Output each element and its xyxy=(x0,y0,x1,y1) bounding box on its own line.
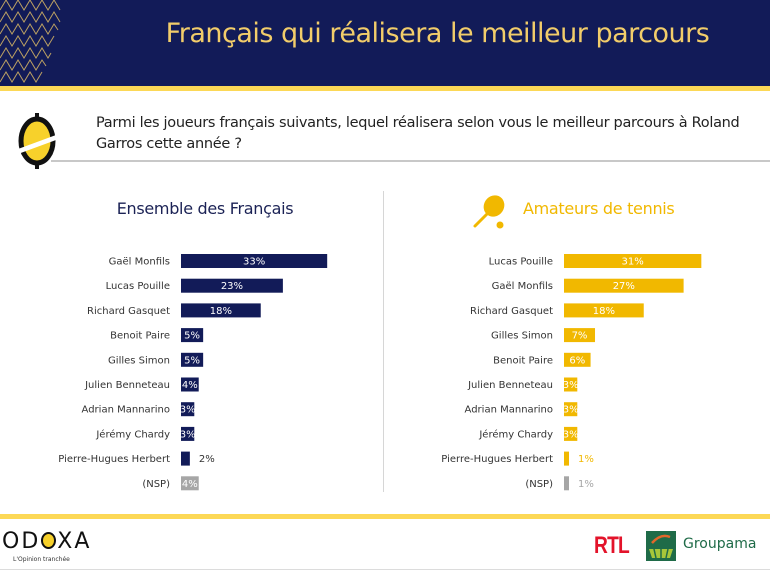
category-label: Benoit Paire xyxy=(493,355,553,366)
category-label: Adrian Mannarino xyxy=(82,405,170,416)
data-label: 5% xyxy=(184,355,200,366)
category-label: Lucas Pouille xyxy=(489,257,553,268)
data-label: 3% xyxy=(563,405,579,416)
question-text: Parmi les joueurs français suivants, leq… xyxy=(96,115,740,152)
data-label: 18% xyxy=(593,306,615,317)
bar xyxy=(181,377,199,392)
bar xyxy=(181,328,204,343)
data-label: 3% xyxy=(563,380,579,391)
panel-title-all-french: Ensemble des Français xyxy=(116,199,294,218)
bar xyxy=(181,476,199,491)
category-label: Pierre-Hugues Herbert xyxy=(441,454,553,465)
category-label: Pierre-Hugues Herbert xyxy=(58,454,170,465)
category-label: Adrian Mannarino xyxy=(465,405,553,416)
data-label: 4% xyxy=(182,380,198,391)
category-label: Gaël Monfils xyxy=(109,257,170,268)
category-label: Lucas Pouille xyxy=(106,281,170,292)
bar xyxy=(181,303,261,318)
bar xyxy=(564,303,644,318)
data-label: 7% xyxy=(572,331,588,342)
data-label: 27% xyxy=(613,281,635,292)
rtl-logo: RTL xyxy=(594,532,630,559)
data-label: 2% xyxy=(199,454,215,465)
odoxa-coin-icon xyxy=(41,532,57,549)
chart-panel-1: Lucas Pouille 31% Gaël Monfils 27% Richard G… xyxy=(441,254,702,491)
bar xyxy=(181,402,195,417)
header-banner: Français qui réalisera le meilleur parco… xyxy=(0,0,770,86)
data-label: 1% xyxy=(578,454,594,465)
footer-stripe xyxy=(0,514,770,519)
chart-panel-0: Gaël Monfils 33% Lucas Pouille 23% Richard G… xyxy=(58,254,328,491)
category-label: Gaël Monfils xyxy=(492,281,553,292)
odoxa-tagline: L'Opinion tranchée xyxy=(13,556,70,563)
category-label: (NSP) xyxy=(142,479,170,490)
bar xyxy=(181,426,195,441)
panel-title-tennis-fans: Amateurs de tennis xyxy=(523,199,675,218)
category-label: Julien Benneteau xyxy=(467,380,553,391)
groupama-name: Groupama xyxy=(683,536,757,552)
bar xyxy=(564,451,569,466)
category-label: (NSP) xyxy=(525,479,553,490)
category-label: Richard Gasquet xyxy=(87,306,170,317)
footer-divider xyxy=(0,569,770,570)
data-label: 6% xyxy=(569,355,585,366)
bar xyxy=(181,278,283,293)
data-label: 33% xyxy=(243,257,265,268)
data-label: 1% xyxy=(578,479,594,490)
bar xyxy=(564,278,684,293)
question-divider xyxy=(51,160,770,162)
category-label: Jérémy Chardy xyxy=(95,428,170,440)
bar xyxy=(181,451,190,466)
data-label: 4% xyxy=(182,479,198,490)
category-label: Julien Benneteau xyxy=(84,380,170,391)
data-label: 3% xyxy=(180,405,196,416)
bar xyxy=(564,426,578,441)
category-label: Benoit Paire xyxy=(110,331,170,342)
data-label: 31% xyxy=(622,257,644,268)
bar xyxy=(564,402,578,417)
bar xyxy=(564,352,591,367)
bar xyxy=(564,254,702,268)
panel-divider xyxy=(383,191,384,492)
data-label: 3% xyxy=(563,429,579,440)
tennis-racket-icon xyxy=(473,195,505,229)
data-label: 5% xyxy=(184,331,200,342)
chevron-pattern-icon xyxy=(0,0,61,83)
odoxa-coin-icon xyxy=(18,113,56,169)
bar xyxy=(564,377,578,392)
bar xyxy=(181,352,204,367)
bar xyxy=(564,328,596,343)
bar xyxy=(181,254,328,268)
data-label: 3% xyxy=(180,429,196,440)
header-stripe xyxy=(0,86,770,91)
category-label: Jérémy Chardy xyxy=(478,428,553,440)
category-label: Gilles Simon xyxy=(491,331,553,342)
page-title: Français qui réalisera le meilleur parco… xyxy=(165,18,710,49)
data-label: 18% xyxy=(210,306,232,317)
category-label: Gilles Simon xyxy=(108,355,170,366)
odoxa-logo: OD XA xyxy=(2,529,92,554)
groupama-logo-icon xyxy=(646,531,676,561)
category-label: Richard Gasquet xyxy=(470,306,553,317)
bar xyxy=(564,476,569,491)
data-label: 23% xyxy=(221,281,243,292)
bar-charts: Gaël Monfils 33% Lucas Pouille 23% Richard G… xyxy=(58,254,702,491)
